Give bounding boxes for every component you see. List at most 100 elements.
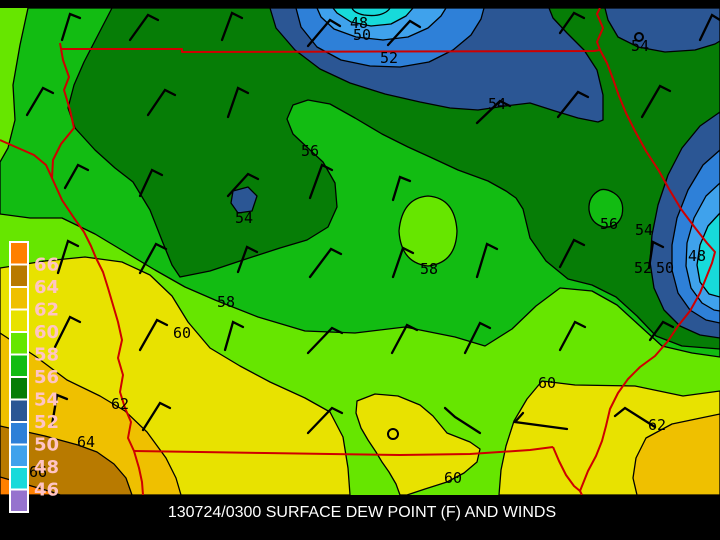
contour-label-56: 56 [301,142,319,160]
wind-barb [63,163,90,190]
legend-swatch-50 [9,421,29,446]
contour-label-60: 60 [444,469,462,487]
wind-barb [56,239,80,275]
legend-swatch-60 [9,308,29,333]
legend-swatch-64 [9,263,29,288]
wind-barb [391,175,412,202]
wind-barb [306,406,344,435]
legend-label-66: 66 [34,255,59,276]
wind-barb [558,11,586,35]
contour-label-56: 56 [600,215,618,233]
wind-barb [308,163,334,200]
legend-swatch-58 [9,331,29,356]
contour-label-62: 62 [111,395,129,413]
legend-swatch-54 [9,376,29,401]
wind-barb [475,242,499,279]
calm-wind-circle-icon [387,428,399,440]
dewpoint-region-46-48 [696,212,720,298]
contour-label-52: 52 [634,259,652,277]
legend-label-50: 50 [34,435,59,456]
contour-label-54: 54 [235,209,253,227]
legend-swatch-52 [9,398,29,423]
contour-label-60: 60 [538,374,556,392]
dewpoint-region-56-58 [588,188,624,228]
wind-barb [25,86,55,117]
contour-label-60: 60 [173,324,191,342]
contour-label-48: 48 [688,247,706,265]
legend-label-62: 62 [34,300,59,321]
legend-label-48: 48 [34,457,59,478]
map-frame-top-strip [0,0,720,8]
state-border-mississippi-river-east [579,7,716,496]
map-title: 130724/0300 SURFACE DEW POINT (F) AND WI… [168,504,556,521]
wind-barb [475,99,512,125]
wind-barb [512,411,569,431]
title-bar [0,495,720,540]
wind-barb [223,320,245,352]
legend-label-58: 58 [34,345,59,366]
wind-barb [128,13,160,42]
wind-barb [647,240,665,270]
wind-barb [640,84,672,119]
legend-label-64: 64 [34,277,59,298]
legend-swatch-48 [9,443,29,468]
legend-swatch-66 [9,241,29,266]
wind-barb [386,19,422,47]
wind-barb [141,401,172,432]
legend-label-56: 56 [34,367,59,388]
wind-barb [308,247,343,279]
contour-label-50: 50 [656,259,674,277]
wind-barb [226,86,250,119]
contour-label-66: 66 [29,463,47,481]
wind-barb [138,318,169,352]
dewpoint-region-58-60 [398,195,458,267]
contour-label-52: 52 [380,49,398,67]
contour-label-58: 58 [420,260,438,278]
state-border-big-sioux-river [51,42,75,179]
dewpoint-region-46-48 [332,7,414,27]
wind-barb [236,245,259,274]
dewpoint-region-52-54 [230,186,258,214]
wind-barb [443,406,482,435]
contour-label-54: 54 [488,95,506,113]
legend-swatch-62 [9,286,29,311]
contour-label-58: 58 [217,293,235,311]
legend-swatch-56 [9,353,29,378]
wind-barb [138,242,168,275]
wind-barb [146,88,177,117]
state-border-des-moines-river [552,446,581,492]
legend-label-60: 60 [34,322,59,343]
legend-swatch-46 [9,466,29,491]
wind-barb [558,238,586,269]
state-border-north-state-line [61,48,601,53]
wind-barb [390,323,419,355]
wind-barb [306,18,342,48]
dewpoint-region-60-62 [355,393,481,496]
calm-wind-circle-icon [634,32,644,42]
state-border-missouri-river-west [0,139,144,496]
wind-barb [613,406,657,429]
wind-barb [698,13,720,42]
legend-label-46: 46 [34,480,59,501]
contour-label-54: 54 [631,37,649,55]
legend-label-54: 54 [34,390,59,411]
contour-label-62: 62 [648,416,666,434]
state-border-south-state-line [133,446,554,456]
wind-barb [306,326,344,355]
contour-label-50: 50 [353,26,371,44]
wind-barb [138,168,164,198]
wind-barb [463,321,492,355]
wind-barb [60,12,82,42]
dewpoint-region-52-54 [604,7,720,53]
contour-label-48: 48 [350,14,368,32]
wind-barb [556,90,590,119]
wind-barb [226,172,260,198]
legend-swatch-low [9,488,29,513]
contour-label-54: 54 [635,221,653,239]
contour-label-64: 64 [77,433,95,451]
wind-barb [648,320,675,342]
